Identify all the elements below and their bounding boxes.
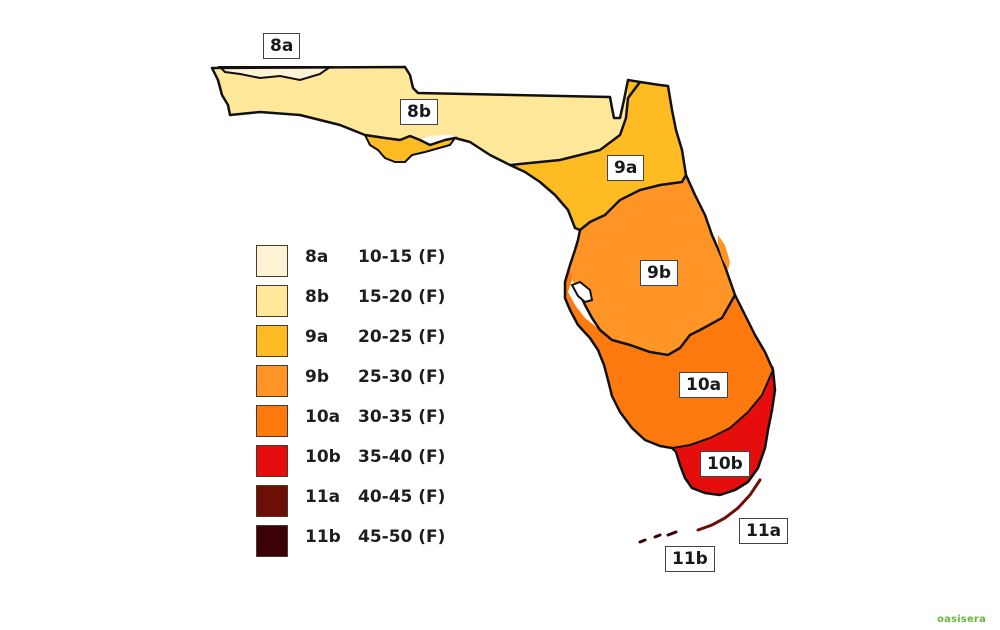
legend-range: 35-40 (F) — [358, 447, 446, 467]
legend-item-9a: 9a 20-25 (F) — [256, 321, 445, 361]
zone-9a-bay — [363, 133, 458, 163]
legend-item-11a: 11a 40-45 (F) — [256, 481, 445, 521]
barrier-island-east — [718, 235, 730, 270]
legend-range: 10-15 (F) — [358, 247, 446, 267]
zone-label-11b: 11b — [665, 546, 715, 572]
legend-zone-label: 8b — [305, 287, 329, 307]
legend: 8a 10-15 (F) 8b 15-20 (F) 9a 20-25 (F) 9… — [256, 241, 445, 561]
legend-zone-label: 10b — [305, 447, 341, 467]
zone-10a-region — [565, 265, 773, 448]
legend-range: 20-25 (F) — [358, 327, 446, 347]
florida-outline — [210, 65, 777, 497]
legend-item-8b: 8b 15-20 (F) — [256, 281, 445, 321]
zone-label-10b: 10b — [700, 451, 750, 477]
legend-range: 25-30 (F) — [358, 367, 446, 387]
legend-item-8a: 8a 10-15 (F) — [256, 241, 445, 281]
legend-swatch — [256, 445, 288, 477]
zone-label-9b: 9b — [640, 260, 678, 286]
legend-range: 45-50 (F) — [358, 527, 446, 547]
legend-item-10b: 10b 35-40 (F) — [256, 441, 445, 481]
legend-zone-label: 11b — [305, 527, 341, 547]
zone-label-8b: 8b — [400, 99, 438, 125]
legend-swatch — [256, 245, 288, 277]
legend-range: 30-35 (F) — [358, 407, 446, 427]
tampa-bay — [570, 280, 594, 304]
legend-swatch — [256, 525, 288, 557]
legend-swatch — [256, 485, 288, 517]
zone-label-8a: 8a — [263, 33, 301, 59]
legend-item-9b: 9b 25-30 (F) — [256, 361, 445, 401]
boundary-9a-9b — [579, 174, 688, 231]
legend-zone-label: 8a — [305, 247, 329, 267]
zone-8a-region — [217, 66, 334, 82]
watermark-logo: oasisera — [937, 614, 987, 625]
legend-swatch — [256, 285, 288, 317]
legend-item-10a: 10a 30-35 (F) — [256, 401, 445, 441]
legend-swatch — [256, 325, 288, 357]
zone-label-11a: 11a — [739, 518, 789, 544]
boundary-9b-10a — [576, 289, 737, 357]
boundary-8b-9a — [509, 81, 641, 167]
legend-range: 15-20 (F) — [358, 287, 446, 307]
legend-zone-label: 11a — [305, 487, 341, 507]
zone-label-10a: 10a — [679, 372, 729, 398]
legend-zone-label: 9b — [305, 367, 329, 387]
zone-label-9a: 9a — [607, 155, 645, 181]
zone-11a-keys — [696, 478, 762, 532]
legend-zone-label: 10a — [305, 407, 341, 427]
legend-zone-label: 9a — [305, 327, 329, 347]
legend-range: 40-45 (F) — [358, 487, 446, 507]
legend-swatch — [256, 405, 288, 437]
legend-item-11b: 11b 45-50 (F) — [256, 521, 445, 561]
legend-swatch — [256, 365, 288, 397]
zone-11b-keys — [638, 530, 678, 544]
